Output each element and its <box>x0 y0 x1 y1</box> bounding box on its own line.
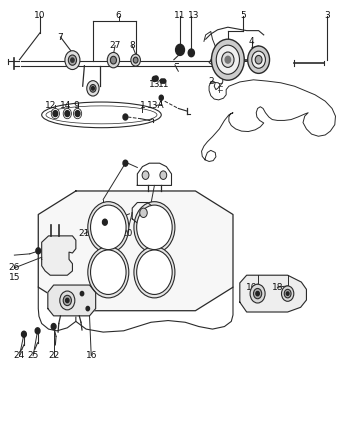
Circle shape <box>90 85 96 92</box>
Circle shape <box>282 286 294 301</box>
Circle shape <box>176 44 185 55</box>
Circle shape <box>252 51 265 68</box>
Circle shape <box>286 292 289 295</box>
Text: 25: 25 <box>27 351 39 360</box>
Circle shape <box>110 56 117 64</box>
Text: 10: 10 <box>34 11 46 20</box>
Text: 13: 13 <box>188 11 200 20</box>
Circle shape <box>134 247 175 298</box>
Circle shape <box>137 250 172 294</box>
Circle shape <box>65 51 80 69</box>
Circle shape <box>35 328 40 334</box>
Text: 26: 26 <box>9 263 20 272</box>
Circle shape <box>65 111 70 117</box>
Circle shape <box>63 295 71 305</box>
Circle shape <box>123 160 128 166</box>
Circle shape <box>88 202 129 253</box>
Text: 14: 14 <box>60 101 71 110</box>
Circle shape <box>256 291 259 296</box>
Text: 17: 17 <box>143 208 155 217</box>
Circle shape <box>142 171 149 179</box>
Circle shape <box>140 208 147 218</box>
Circle shape <box>68 55 76 65</box>
Circle shape <box>134 202 175 253</box>
Text: 3: 3 <box>324 11 330 20</box>
Text: 1: 1 <box>140 101 145 110</box>
Circle shape <box>51 323 56 329</box>
Circle shape <box>75 111 80 117</box>
Polygon shape <box>48 285 96 316</box>
Text: 10: 10 <box>246 283 258 292</box>
Text: 11: 11 <box>158 79 170 88</box>
Circle shape <box>91 250 126 294</box>
Text: 9: 9 <box>73 101 79 110</box>
Circle shape <box>152 76 156 82</box>
Circle shape <box>87 81 99 96</box>
Circle shape <box>60 291 75 310</box>
Circle shape <box>66 298 69 302</box>
Circle shape <box>248 46 270 73</box>
Circle shape <box>222 52 234 67</box>
Circle shape <box>36 248 41 254</box>
Text: 4: 4 <box>249 37 255 46</box>
Circle shape <box>255 55 262 64</box>
Circle shape <box>216 45 239 74</box>
Text: 20: 20 <box>121 229 133 238</box>
Circle shape <box>154 76 158 81</box>
Circle shape <box>92 87 94 90</box>
Text: 23: 23 <box>97 208 109 217</box>
Circle shape <box>250 284 265 303</box>
Circle shape <box>107 52 120 68</box>
Circle shape <box>160 79 164 83</box>
Circle shape <box>188 49 194 57</box>
Circle shape <box>22 331 26 337</box>
Polygon shape <box>240 275 306 312</box>
Circle shape <box>225 56 230 63</box>
Polygon shape <box>42 236 76 275</box>
Circle shape <box>53 111 58 117</box>
Text: 12: 12 <box>45 101 56 110</box>
Text: 7: 7 <box>58 33 63 42</box>
Circle shape <box>131 54 140 66</box>
Circle shape <box>284 289 291 298</box>
Circle shape <box>91 205 126 250</box>
Text: 18: 18 <box>272 283 283 292</box>
Circle shape <box>123 114 128 120</box>
Circle shape <box>133 57 138 63</box>
Text: 13: 13 <box>149 79 160 88</box>
Text: 2: 2 <box>208 78 214 86</box>
Text: 24: 24 <box>14 351 25 360</box>
Circle shape <box>253 288 262 299</box>
Circle shape <box>63 109 71 119</box>
Text: 27: 27 <box>109 41 121 50</box>
Text: 22: 22 <box>48 351 59 360</box>
Text: 6: 6 <box>116 11 121 20</box>
Circle shape <box>162 79 166 83</box>
Circle shape <box>73 109 82 119</box>
Circle shape <box>160 171 167 179</box>
Circle shape <box>71 58 74 62</box>
Text: 8: 8 <box>129 41 135 50</box>
Text: 11: 11 <box>174 11 186 20</box>
Text: 5: 5 <box>240 11 246 20</box>
Circle shape <box>51 109 59 119</box>
Circle shape <box>159 95 163 100</box>
Text: 21: 21 <box>79 229 90 238</box>
Text: 13A: 13A <box>147 101 165 110</box>
Circle shape <box>212 39 244 80</box>
Circle shape <box>103 219 107 225</box>
Circle shape <box>86 306 90 311</box>
Circle shape <box>137 205 172 250</box>
Circle shape <box>80 291 84 296</box>
Text: 16: 16 <box>85 351 97 360</box>
Polygon shape <box>38 191 233 311</box>
Circle shape <box>88 247 129 298</box>
Text: 15: 15 <box>9 273 20 282</box>
